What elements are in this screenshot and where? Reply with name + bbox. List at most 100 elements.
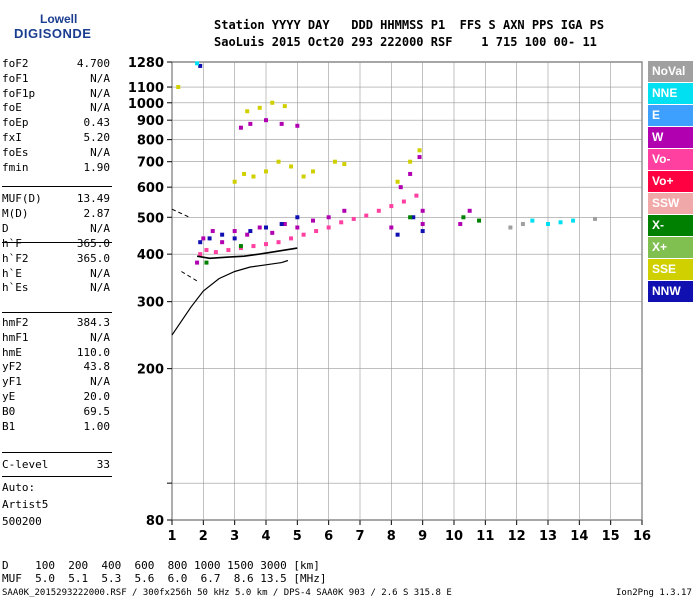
data-point bbox=[195, 61, 200, 66]
data-point bbox=[395, 232, 400, 237]
y-tick-label: 800 bbox=[137, 134, 164, 149]
x-tick-label: 14 bbox=[570, 529, 588, 544]
param-value: N/A bbox=[90, 101, 110, 115]
data-point bbox=[295, 215, 300, 220]
data-point bbox=[282, 104, 287, 109]
data-point bbox=[420, 222, 425, 227]
x-tick-label: 8 bbox=[387, 529, 396, 544]
param-value: N/A bbox=[90, 281, 110, 295]
data-point bbox=[461, 215, 466, 220]
x-tick-label: 16 bbox=[633, 529, 651, 544]
data-point bbox=[458, 222, 463, 227]
param-name: foEs bbox=[2, 145, 29, 159]
divider bbox=[2, 452, 112, 453]
y-tick-label: 400 bbox=[137, 248, 164, 263]
param-value: 384.3 bbox=[76, 316, 110, 329]
data-point bbox=[248, 229, 253, 234]
data-point bbox=[279, 222, 284, 227]
param-row: foF1p N/A bbox=[2, 87, 110, 101]
x-tick-label: 15 bbox=[602, 529, 620, 544]
data-point bbox=[204, 260, 209, 265]
param-name: yF1 bbox=[2, 375, 22, 389]
param-name: MUF(D) bbox=[2, 192, 42, 205]
plot-frame bbox=[171, 61, 643, 521]
param-value: N/A bbox=[90, 86, 110, 100]
data-point bbox=[251, 174, 256, 179]
data-point bbox=[295, 123, 300, 128]
data-point bbox=[238, 125, 243, 130]
param-value: 0.43 bbox=[83, 116, 111, 130]
y-tick-label: 600 bbox=[137, 181, 164, 196]
param-value: N/A bbox=[90, 375, 110, 389]
data-point bbox=[176, 85, 181, 90]
header-row-2: SaoLuis 2015 Oct20 293 222000 RSF 1 715 … bbox=[214, 35, 597, 49]
param-row: hmF1 N/A bbox=[2, 331, 110, 345]
y-tick-label: 500 bbox=[137, 211, 164, 226]
data-point bbox=[408, 215, 413, 220]
data-point bbox=[326, 225, 331, 230]
param-name: foF1 bbox=[2, 71, 29, 85]
data-point bbox=[226, 248, 231, 253]
data-point bbox=[571, 218, 576, 223]
data-point bbox=[314, 229, 319, 234]
param-value: 365.0 bbox=[76, 251, 110, 265]
data-point bbox=[201, 236, 206, 241]
data-point bbox=[198, 240, 203, 245]
parameter-panel: foF2 4.700 foF1 N/A foF1p N/A foE N/A foEp 0.43 fx… bbox=[2, 55, 112, 535]
chart-data-points bbox=[176, 61, 597, 265]
divider bbox=[2, 476, 112, 477]
param-row: fxI 5.20 bbox=[2, 131, 110, 145]
x-tick-label: 10 bbox=[445, 529, 463, 544]
param-name: foF2 bbox=[2, 57, 29, 70]
param-name: foE bbox=[2, 101, 22, 115]
data-point bbox=[376, 208, 381, 213]
legend-item: NNE bbox=[648, 83, 693, 104]
data-point bbox=[220, 240, 225, 245]
x-tick-label: 3 bbox=[230, 529, 239, 544]
data-point bbox=[264, 225, 268, 230]
param-row: foF1 N/A bbox=[2, 72, 110, 86]
digisonde-logo-text: DIGISONDE bbox=[14, 26, 92, 41]
footer-version: Ion2Png 1.3.17 bbox=[616, 588, 692, 598]
param-value: N/A bbox=[90, 221, 110, 235]
data-point bbox=[251, 244, 256, 249]
data-point bbox=[530, 218, 535, 223]
y-tick-label: 1100 bbox=[128, 81, 164, 96]
y-tick-label: 900 bbox=[137, 114, 164, 129]
autoscaler-name: Artist5 bbox=[2, 498, 49, 511]
param-value: 110.0 bbox=[76, 345, 110, 359]
param-value: 13.49 bbox=[76, 192, 110, 205]
header-row-1: Station YYYY DAY DDD HHMMSS P1 FFS S AXN… bbox=[214, 18, 605, 32]
data-point bbox=[342, 162, 347, 167]
x-tick-label: 6 bbox=[324, 529, 333, 544]
param-name: h`E bbox=[2, 266, 22, 280]
param-value: 365.0 bbox=[76, 237, 110, 250]
x-tick-label: 13 bbox=[539, 529, 557, 544]
data-point bbox=[301, 174, 306, 179]
legend-item: SSE bbox=[648, 259, 693, 280]
y-tick-label: 700 bbox=[137, 156, 164, 171]
data-point bbox=[408, 159, 413, 164]
divider bbox=[2, 312, 112, 313]
param-value: N/A bbox=[90, 330, 110, 344]
data-point bbox=[546, 222, 550, 227]
data-point bbox=[408, 171, 413, 176]
data-point bbox=[257, 105, 262, 110]
param-value: 1.00 bbox=[83, 419, 111, 433]
param-row: hmF2 384.3 bbox=[2, 316, 110, 330]
data-point bbox=[213, 250, 218, 255]
chart-tick-labels: 1 2 3 4 5 6 7 8 9 10 11 12 13 14 15 1680200300400500600… bbox=[128, 56, 651, 544]
param-value: 1.90 bbox=[83, 160, 111, 174]
x-tick-label: 2 bbox=[199, 529, 208, 544]
param-row: foEs N/A bbox=[2, 146, 110, 160]
param-row: h`F2 365.0 bbox=[2, 252, 110, 266]
true-height-profile-curve bbox=[171, 259, 289, 336]
param-row: foF2 4.700 bbox=[2, 57, 110, 71]
distance-row: D 100 200 400 600 800 1000 1500 3000 [km… bbox=[2, 559, 320, 572]
param-name: fmin bbox=[2, 160, 29, 174]
data-point bbox=[420, 208, 425, 213]
data-point bbox=[414, 193, 419, 198]
legend-item: E bbox=[648, 105, 693, 126]
param-row: foE N/A bbox=[2, 101, 110, 115]
